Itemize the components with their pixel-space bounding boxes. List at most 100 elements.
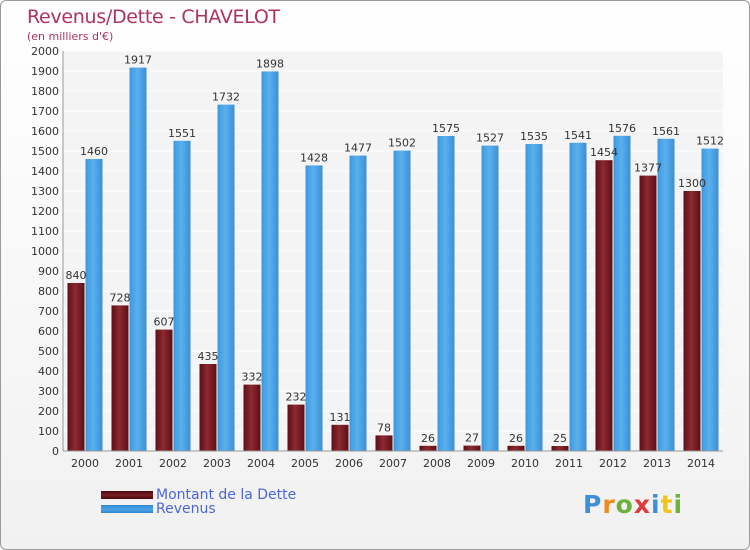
bar-revenus — [305, 165, 323, 451]
data-label-revenus: 1917 — [124, 54, 152, 67]
bar-revenus — [481, 145, 499, 451]
bar-dette — [67, 283, 85, 451]
y-tick-label: 0 — [52, 445, 59, 458]
x-tick-label: 2009 — [467, 457, 495, 470]
data-label-revenus: 1561 — [652, 125, 680, 138]
y-tick-label: 800 — [38, 285, 59, 298]
y-tick-label: 1000 — [31, 245, 59, 258]
bar-dette — [639, 175, 657, 451]
bar-revenus — [701, 148, 719, 451]
y-tick-label: 900 — [38, 265, 59, 278]
bar-dette — [155, 329, 173, 451]
data-label-dette: 1377 — [634, 162, 662, 175]
bar-revenus — [393, 150, 411, 451]
bar-revenus — [85, 159, 103, 451]
bar-revenus — [525, 144, 543, 451]
y-tick-label: 700 — [38, 305, 59, 318]
y-tick-label: 600 — [38, 325, 59, 338]
y-tick-label: 400 — [38, 365, 59, 378]
x-tick-label: 2001 — [115, 457, 143, 470]
data-label-revenus: 1541 — [564, 129, 592, 142]
data-label-dette: 435 — [198, 350, 219, 363]
bar-revenus — [129, 67, 147, 451]
x-tick-label: 2014 — [687, 457, 715, 470]
x-tick-label: 2011 — [555, 457, 583, 470]
x-tick-label: 2013 — [643, 457, 671, 470]
bar-revenus — [349, 155, 367, 451]
data-label-revenus: 1732 — [212, 91, 240, 104]
x-tick-label: 2004 — [247, 457, 275, 470]
data-label-revenus: 1575 — [432, 122, 460, 135]
bar-dette — [243, 384, 261, 451]
data-label-dette: 607 — [154, 316, 175, 329]
y-tick-label: 1200 — [31, 205, 59, 218]
y-tick-label: 1100 — [31, 225, 59, 238]
data-label-dette: 131 — [330, 411, 351, 424]
data-label-dette: 728 — [110, 291, 131, 304]
data-label-revenus: 1898 — [256, 57, 284, 70]
y-tick-label: 100 — [38, 425, 59, 438]
bar-revenus — [261, 71, 279, 452]
data-label-dette: 232 — [286, 391, 307, 404]
x-tick-label: 2007 — [379, 457, 407, 470]
data-label-revenus: 1535 — [520, 130, 548, 143]
x-tick-label: 2010 — [511, 457, 539, 470]
bar-dette — [331, 424, 349, 451]
y-tick-label: 1500 — [31, 145, 59, 158]
y-tick-label: 300 — [38, 385, 59, 398]
proxiti-logo: Proxiti — [583, 490, 684, 519]
data-label-revenus: 1551 — [168, 127, 196, 140]
data-label-revenus: 1428 — [300, 151, 328, 164]
bar-dette — [463, 445, 481, 451]
y-tick-label: 1900 — [31, 65, 59, 78]
x-tick-label: 2008 — [423, 457, 451, 470]
data-label-revenus: 1512 — [696, 135, 724, 148]
data-label-dette: 78 — [377, 421, 391, 434]
legend-swatch-revenus — [101, 505, 153, 513]
y-tick-label: 500 — [38, 345, 59, 358]
data-label-dette: 25 — [553, 432, 567, 445]
bar-revenus — [569, 142, 587, 452]
data-label-revenus: 1527 — [476, 132, 504, 145]
y-tick-label: 2000 — [31, 45, 59, 58]
x-tick-label: 2006 — [335, 457, 363, 470]
bar-dette — [375, 435, 393, 451]
data-label-revenus: 1576 — [608, 122, 636, 135]
y-tick-label: 1400 — [31, 165, 59, 178]
y-tick-label: 1700 — [31, 105, 59, 118]
data-label-dette: 27 — [465, 432, 479, 445]
bar-dette — [595, 160, 613, 451]
bar-dette — [287, 404, 305, 451]
chart-title: Revenus/Dette - CHAVELOT — [27, 6, 280, 28]
bar-revenus — [173, 140, 191, 452]
x-tick-label: 2000 — [71, 457, 99, 470]
x-tick-label: 2002 — [159, 457, 187, 470]
data-label-revenus: 1460 — [80, 145, 108, 158]
bar-revenus — [217, 104, 235, 451]
bar-revenus — [657, 138, 675, 452]
data-label-revenus: 1477 — [344, 142, 372, 155]
bar-dette — [507, 445, 525, 451]
data-label-dette: 1300 — [678, 177, 706, 190]
bar-revenus — [613, 135, 631, 452]
y-tick-label: 200 — [38, 405, 59, 418]
legend-swatch-dette — [101, 491, 153, 499]
x-tick-label: 2005 — [291, 457, 319, 470]
data-label-dette: 26 — [421, 432, 435, 445]
data-label-dette: 840 — [66, 269, 87, 282]
x-tick-label: 2003 — [203, 457, 231, 470]
data-label-dette: 332 — [242, 371, 263, 384]
data-label-revenus: 1502 — [388, 137, 416, 150]
y-tick-label: 1300 — [31, 185, 59, 198]
y-tick-label: 1800 — [31, 85, 59, 98]
legend-label-revenus: Revenus — [156, 501, 216, 517]
bar-revenus — [437, 136, 455, 451]
x-tick-label: 2012 — [599, 457, 627, 470]
data-label-dette: 26 — [509, 432, 523, 445]
bar-dette — [199, 364, 217, 451]
bar-dette — [419, 445, 437, 451]
bar-dette — [111, 305, 129, 451]
bar-dette — [551, 446, 569, 451]
